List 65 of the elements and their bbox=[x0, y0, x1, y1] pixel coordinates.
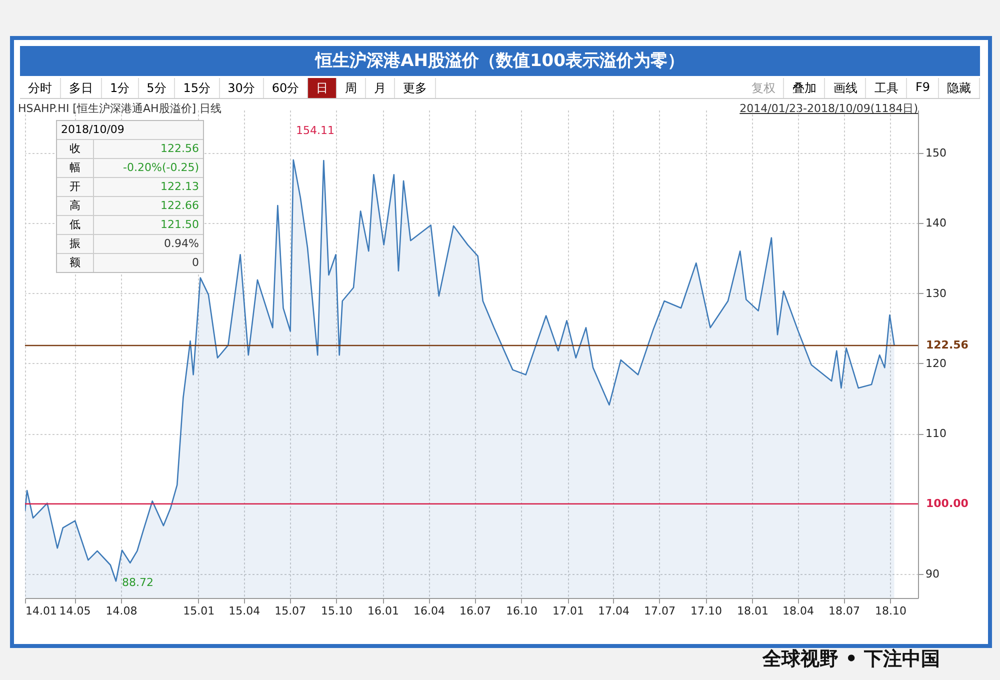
y-tick-label: 110 bbox=[926, 427, 946, 440]
text: 30分 bbox=[220, 78, 264, 98]
text: 画线 bbox=[825, 78, 866, 98]
text: 分时 bbox=[20, 78, 61, 98]
chart-subtitle: HSAHP.HI [恒生沪深港通AH股溢价] 日线 bbox=[18, 101, 222, 116]
y-tick-label: 90 bbox=[926, 568, 940, 581]
text: F9 bbox=[907, 78, 939, 98]
annotation: 收 bbox=[57, 140, 94, 158]
x-tick-label: 14.05 bbox=[59, 604, 91, 618]
text: 15分 bbox=[175, 78, 220, 98]
x-tick-label: 17.07 bbox=[644, 604, 676, 618]
ref-line-label: 122.56 bbox=[926, 338, 969, 352]
annotation: 振 bbox=[57, 235, 94, 253]
text: 月 bbox=[366, 78, 396, 98]
annotation: 0.94% bbox=[163, 236, 200, 252]
annotation: 0 bbox=[191, 255, 200, 271]
x-tick-label: 15.07 bbox=[274, 604, 306, 618]
annotation: 2018/10/09 bbox=[60, 122, 126, 138]
x-tick-label: 18.01 bbox=[736, 604, 768, 618]
x-tick-label: 17.10 bbox=[690, 604, 722, 618]
x-tick-label: 17.04 bbox=[598, 604, 630, 618]
text: 日 bbox=[308, 78, 338, 98]
annotation: 幅 bbox=[57, 159, 94, 177]
annotation: -0.20%(-0.25) bbox=[122, 160, 200, 176]
annotation: 121.50 bbox=[160, 217, 200, 233]
text: 隐藏 bbox=[939, 78, 980, 98]
annotation: 122.13 bbox=[160, 179, 200, 195]
text: 周 bbox=[337, 78, 366, 98]
y-tick-label: 120 bbox=[926, 356, 946, 370]
annotation: 88.72 bbox=[122, 576, 154, 590]
x-tick-label: 15.04 bbox=[228, 604, 260, 618]
text: 5分 bbox=[138, 78, 176, 98]
y-tick-label: 150 bbox=[926, 146, 946, 160]
annotation: 122.56 bbox=[160, 141, 200, 157]
annotation: 低 bbox=[57, 216, 94, 234]
annotation: 154.11 bbox=[296, 124, 334, 137]
x-tick-label: 16.04 bbox=[414, 604, 446, 618]
ref-line-label: 100.00 bbox=[926, 496, 969, 510]
y-tick-label: 130 bbox=[926, 286, 946, 300]
x-tick-label: 14.08 bbox=[106, 604, 138, 618]
x-tick-label: 18.07 bbox=[828, 604, 860, 618]
x-tick-label: 18.10 bbox=[874, 604, 906, 618]
text: 工具 bbox=[866, 78, 908, 98]
text: 叠加 bbox=[784, 78, 826, 98]
annotation: 额 bbox=[57, 254, 94, 272]
x-tick-label: 17.01 bbox=[552, 604, 584, 618]
x-tick-label: 18.04 bbox=[782, 604, 814, 618]
x-tick-label: 16.01 bbox=[368, 604, 400, 618]
chart-title: 恒生沪深港AH股溢价（数值100表示溢价为零） bbox=[20, 46, 980, 76]
text: 1分 bbox=[102, 78, 139, 98]
x-tick-label: 16.07 bbox=[460, 604, 492, 618]
x-tick-label: 15.01 bbox=[183, 604, 215, 618]
text: 复权 bbox=[743, 78, 784, 98]
annotation: 122.66 bbox=[160, 198, 200, 214]
annotation: 开 bbox=[57, 178, 94, 196]
text: 60分 bbox=[264, 78, 308, 98]
x-tick-label: 16.10 bbox=[506, 604, 538, 618]
y-tick-label: 140 bbox=[926, 216, 946, 230]
text: 更多 bbox=[395, 78, 436, 98]
x-tick-label: 15.10 bbox=[321, 604, 353, 618]
text: 多日 bbox=[61, 78, 102, 98]
annotation: 高 bbox=[57, 197, 94, 215]
x-tick-label: 14.01 bbox=[26, 604, 57, 618]
text: 全球视野 • 下注中国 bbox=[762, 647, 940, 672]
annotation: 2014/01/23-2018/10/09(1184日) bbox=[740, 101, 918, 116]
